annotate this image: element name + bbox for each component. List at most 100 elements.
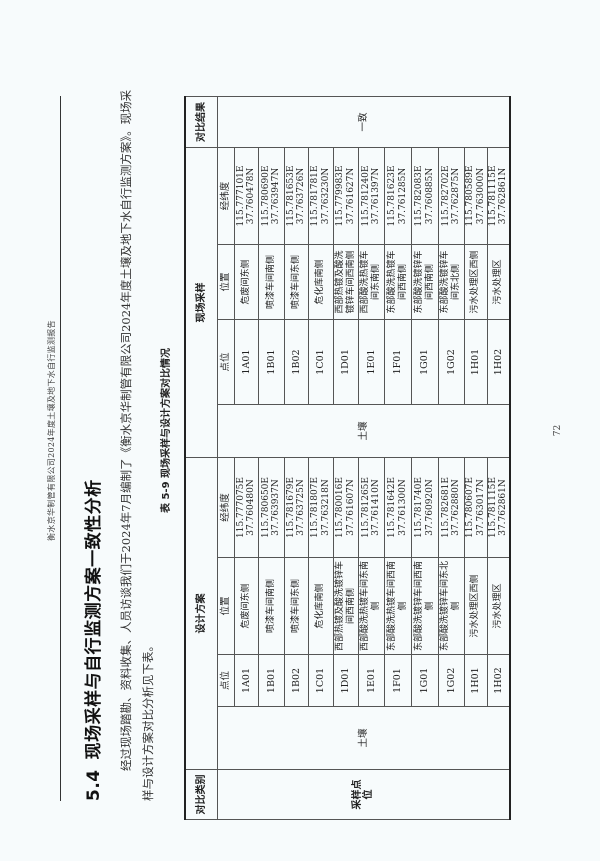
design-latitude: 37.761410N [371,479,381,536]
site-point: 1B01 [258,319,284,405]
design-longitude: 115.781807E [310,477,320,538]
design-location: 西部热镀及酸洗镀锌车间西南侧 [333,557,358,655]
design-medium: 土壤 [217,706,510,770]
design-latitude: 37.763017N [475,479,486,536]
site-coordinates: 115.781653E 37.763726N [284,147,308,245]
row-group-label: 采样点位 [217,769,510,820]
design-coordinates: 115.780016E 37.761607N [333,457,358,558]
site-latitude: 37.762875N [451,167,461,225]
site-latitude: 37.763947N [271,167,281,225]
site-location-header: 位置 [217,244,234,320]
site-location: 喷漆车间南侧 [258,244,284,320]
design-location: 东部酸洗热镀车间西南侧 [384,557,411,655]
header-category: 对比类别 [185,769,217,820]
site-latitude: 37.761397N [371,167,381,225]
site-latitude: 37.763726N [296,167,306,225]
design-location: 污水处理区西侧 [464,557,487,655]
running-header: 衡水京华制管有限公司2024年度土壤及地下水自行监测报告 [47,320,56,541]
header-divider [60,96,61,801]
site-coordinates: 115.781240E 37.761397N [358,147,384,245]
site-coordinates: 115.781115E 37.762861N [487,147,510,245]
design-coordinates-header: 经纬度 [217,457,234,558]
site-point: 1G02 [438,319,464,405]
design-longitude: 115.781115E [487,477,498,538]
design-location: 喷漆车间南侧 [258,557,284,655]
site-point: 1H01 [464,319,487,405]
site-coordinates: 115.777101E 37.760478N [234,147,258,245]
subheader-row: 采样点位 土壤 点位 位置 经纬度 土壤 点位 位置 经纬度 一致 [217,96,510,820]
site-longitude: 115.781653E [285,165,296,227]
site-longitude: 115.782083E [414,165,424,227]
site-location: 污水处理区西侧 [464,244,487,320]
site-latitude: 37.763230N [320,167,331,225]
comparison-result: 一致 [217,96,510,148]
design-coordinates: 115.781115E 37.762861N [487,457,510,558]
site-latitude: 37.761285N [397,167,408,225]
design-point: 1B01 [258,654,284,707]
page-number: 72 [553,424,563,437]
header-result: 对比结果 [185,96,217,148]
site-location: 西部热镀及酸洗镀锌车间西南侧 [333,244,358,320]
design-point: 1H02 [487,654,510,707]
site-coordinates: 115.781781E 37.763230N [308,147,333,245]
design-latitude: 37.763725N [296,479,306,536]
header-design: 设计方案 [185,457,217,770]
site-location: 喷漆车间东侧 [284,244,308,320]
design-location-header: 位置 [217,557,234,655]
site-point: 1E01 [358,319,384,405]
design-location: 西部酸洗热镀车间东南侧 [358,557,384,655]
site-longitude: 115.781115E [487,165,498,227]
design-latitude: 37.761607N [345,479,356,536]
site-coordinates: 115.782702E 37.762875N [438,147,464,245]
design-coordinates: 115.781679E 37.763725N [284,457,308,558]
design-location: 危废间东侧 [234,557,258,655]
design-point: 1G01 [411,654,438,707]
site-location: 东部酸洗镀锌车间东北侧 [438,244,464,320]
site-longitude: 115.777101E [235,165,246,227]
design-coordinates: 115.781740E 37.760920N [411,457,438,558]
site-longitude: 115.779983E [335,165,345,227]
header-row: 对比类别 设计方案 现场采样 对比结果 [185,96,217,820]
site-point: 1C01 [308,319,333,405]
site-point: 1F01 [384,319,411,405]
site-coordinates-header: 经纬度 [217,147,234,245]
site-latitude: 37.762861N [498,167,508,225]
site-coordinates: 115.780589E 37.763000N [464,147,487,245]
design-coordinates: 115.780607E 37.763017N [464,457,487,558]
design-latitude: 37.760480N [246,479,256,536]
design-latitude: 37.762861N [498,479,508,536]
design-point: 1A01 [234,654,258,707]
design-longitude: 115.781740E [414,477,424,538]
design-latitude: 37.761300N [397,479,408,536]
design-coordinates: 115.782681E 37.762880N [438,457,464,558]
design-point: 1B02 [284,654,308,707]
design-location: 东部酸洗镀锌车间西南侧 [411,557,438,655]
design-longitude: 115.781265E [360,477,371,538]
design-location: 喷漆车间东侧 [284,557,308,655]
design-longitude: 115.781679E [285,477,296,538]
site-location: 危化库南侧 [308,244,333,320]
site-longitude: 115.780589E [465,165,475,227]
design-coordinates: 115.781265E 37.761410N [358,457,384,558]
body-paragraph: 经过现场踏勘、资料收集、人员访谈我们于2024年7月编制了《衡水京华制管有限公司… [119,89,155,801]
design-longitude: 115.777075E [235,477,246,538]
site-location: 东部酸洗镀锌车间西南侧 [411,244,438,320]
design-latitude: 37.762880N [451,479,461,536]
site-longitude: 115.782702E [440,165,451,227]
design-point-header: 点位 [217,654,234,707]
section-number: 5.4 [84,769,104,801]
site-location: 危废间东侧 [234,244,258,320]
site-coordinates: 115.779983E 37.761627N [333,147,358,245]
design-point: 1E01 [358,654,384,707]
site-latitude: 37.761627N [345,167,356,225]
site-coordinates: 115.781623E 37.761285N [384,147,411,245]
design-location: 危化库南侧 [308,557,333,655]
site-longitude: 115.780690E [260,165,271,227]
site-location: 东部酸洗热镀车间西南侧 [384,244,411,320]
design-longitude: 115.782681E [440,477,451,538]
design-location: 污水处理区 [487,557,510,655]
site-point: 1A01 [234,319,258,405]
site-location: 污水处理区 [487,244,510,320]
design-latitude: 37.763218N [320,479,331,536]
